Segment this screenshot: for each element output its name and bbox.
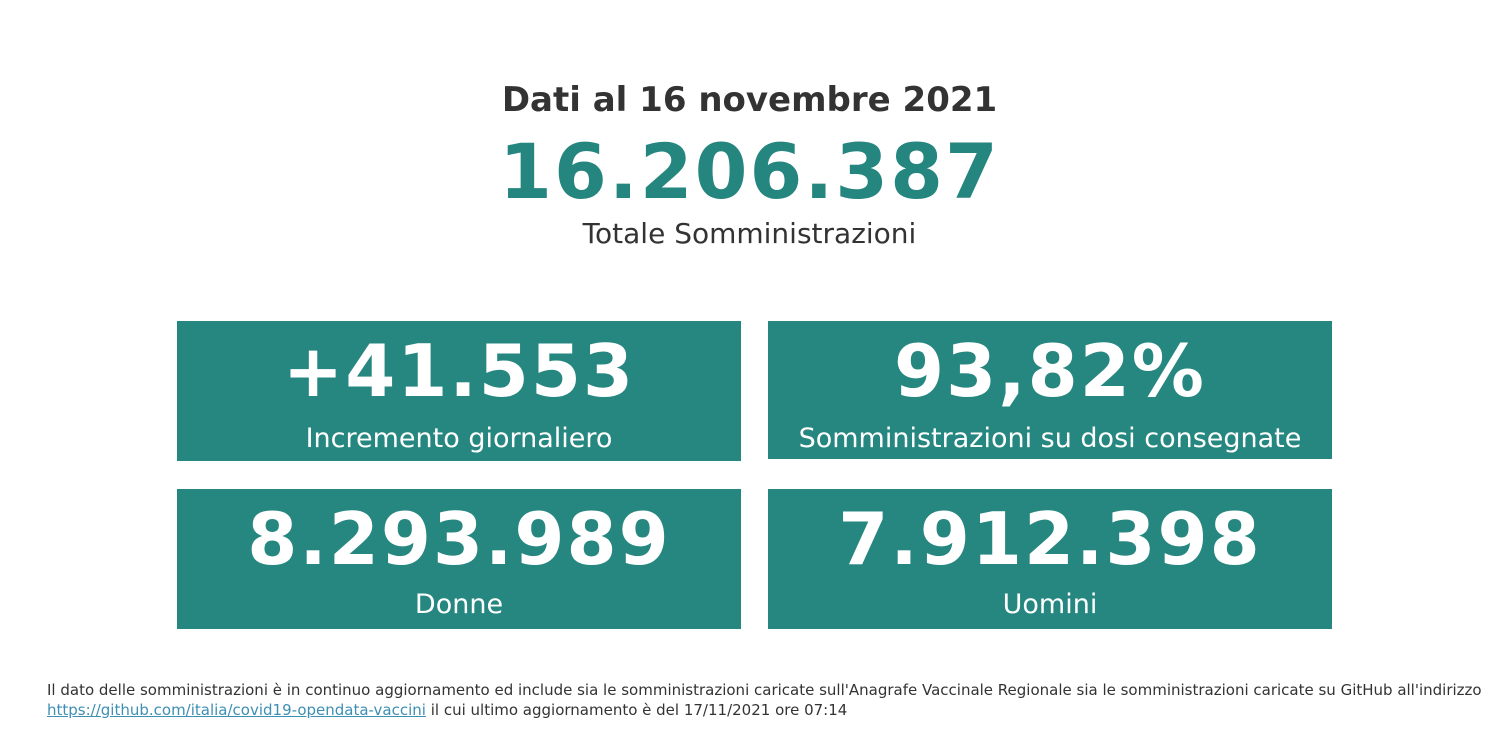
women-label: Donne	[414, 589, 504, 620]
footer-note: Il dato delle somministrazioni è in cont…	[47, 680, 1487, 720]
men-value: 7.912.398	[838, 497, 1262, 581]
women-value: 8.293.989	[247, 497, 671, 581]
github-link[interactable]: https://github.com/italia/covid19-openda…	[47, 701, 426, 719]
daily-increase-label: Incremento giornaliero	[305, 423, 613, 454]
footer-update-text: il cui ultimo aggiornamento è del 17/11/…	[425, 701, 848, 719]
total-administrations-value: 16.206.387	[499, 127, 1000, 216]
delivered-doses-ratio-card: 93,82% Somministrazioni su dosi consegna…	[768, 321, 1332, 459]
daily-increase-card: +41.553 Incremento giornaliero	[177, 321, 741, 461]
men-card: 7.912.398 Uomini	[768, 489, 1332, 629]
daily-increase-value: +41.553	[282, 329, 636, 413]
men-label: Uomini	[1002, 589, 1098, 620]
delivered-doses-ratio-label: Somministrazioni su dosi consegnate	[798, 423, 1302, 454]
delivered-doses-ratio-value: 93,82%	[894, 329, 1206, 413]
footer-text: Il dato delle somministrazioni è in cont…	[47, 681, 1482, 699]
women-card: 8.293.989 Donne	[177, 489, 741, 629]
total-administrations-label: Totale Somministrazioni	[582, 217, 917, 250]
date-heading: Dati al 16 novembre 2021	[501, 80, 998, 120]
